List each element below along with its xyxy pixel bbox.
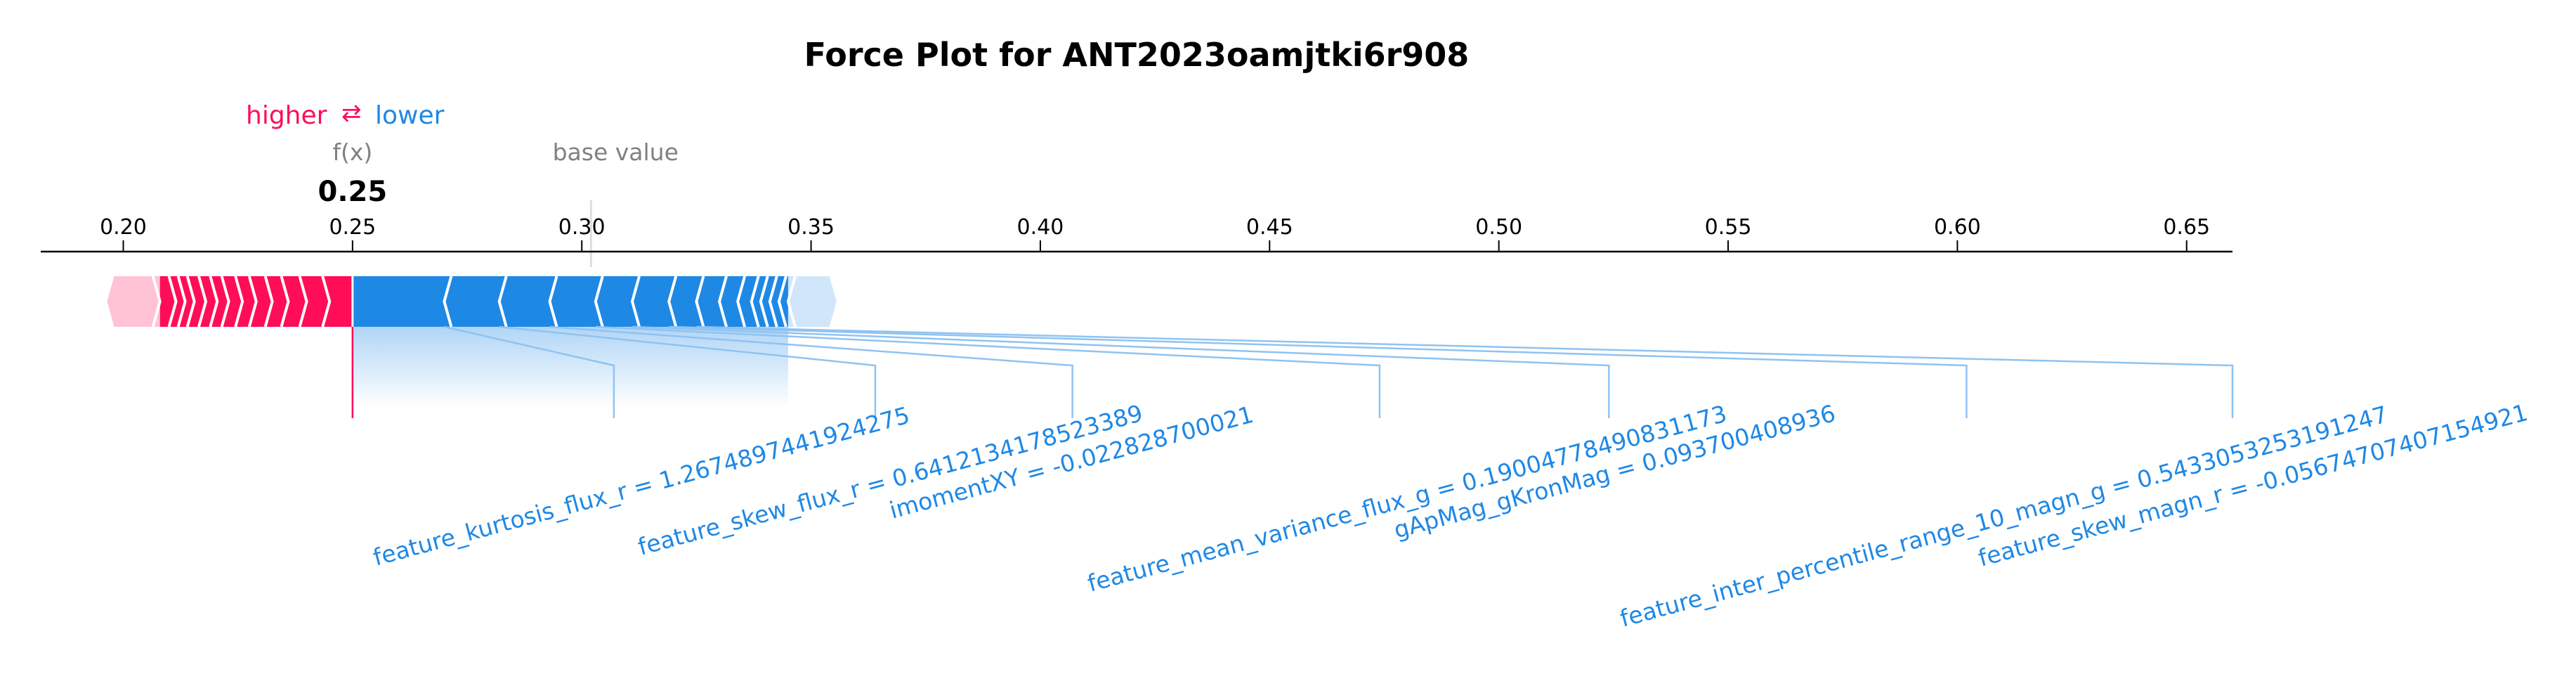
negative-segment-divider bbox=[594, 276, 604, 328]
positive-segment-divider bbox=[197, 276, 208, 328]
negative-segment-divider bbox=[736, 276, 747, 328]
positive-segment-divider bbox=[176, 276, 187, 328]
positive-faded-tail bbox=[107, 276, 160, 327]
positive-segment-divider bbox=[209, 276, 219, 328]
negative-segment-divider bbox=[777, 276, 787, 328]
negative-segment-divider bbox=[548, 276, 558, 328]
tick-label: 0.65 bbox=[2163, 215, 2210, 240]
feature-connector bbox=[696, 325, 2234, 418]
feature-connector bbox=[549, 325, 1073, 418]
legend: higher ⇄ lower bbox=[246, 99, 445, 130]
feature-labels: feature_kurtosis_flux_r = 1.267489744192… bbox=[370, 398, 2530, 633]
negative-bar bbox=[352, 276, 788, 327]
x-axis: 0.20 0.25 0.30 0.35 0.40 0.45 0.50 0.55 0.60 0.65 bbox=[41, 215, 2232, 253]
tick-label: 0.25 bbox=[329, 215, 376, 240]
tick-label: 0.35 bbox=[787, 215, 835, 240]
force-bars bbox=[107, 276, 837, 418]
negative-segment-divider bbox=[443, 276, 453, 328]
chart-title: Force Plot for ANT2023oamjtki6r908 bbox=[804, 36, 1470, 74]
negative-segment-divider bbox=[786, 276, 797, 328]
feature-connector bbox=[669, 325, 1968, 418]
positive-segment-divider bbox=[151, 276, 162, 328]
negative-segment-divider bbox=[667, 276, 678, 328]
tick-label: 0.40 bbox=[1017, 215, 1064, 240]
tick-label: 0.55 bbox=[1705, 215, 1752, 240]
feature-connector bbox=[595, 325, 1381, 418]
positive-segment-divider bbox=[263, 276, 274, 328]
base-value-label: base value bbox=[553, 138, 679, 166]
feature-connector bbox=[632, 325, 1610, 418]
negative-segment-divider bbox=[768, 276, 778, 328]
negative-segment-divider bbox=[630, 276, 641, 328]
tick-label: 0.30 bbox=[558, 215, 606, 240]
fx-label: f(x) bbox=[332, 138, 372, 166]
positive-segment-divider bbox=[247, 276, 258, 328]
fx-value: 0.25 bbox=[318, 176, 387, 208]
legend-higher-label: higher bbox=[246, 101, 327, 130]
negative-segment-divider bbox=[750, 276, 760, 328]
feature-connector bbox=[444, 325, 615, 418]
tick-label: 0.60 bbox=[1934, 215, 1981, 240]
negative-segment-divider bbox=[695, 276, 705, 328]
negative-faded-tail bbox=[787, 276, 837, 327]
tick-label: 0.45 bbox=[1246, 215, 1293, 240]
tick-label: 0.20 bbox=[100, 215, 147, 240]
negative-segment-divider bbox=[497, 276, 508, 328]
tick-label: 0.50 bbox=[1475, 215, 1522, 240]
feature-connector bbox=[499, 325, 877, 418]
feature-connectors bbox=[444, 325, 2234, 418]
negative-fade-area bbox=[352, 327, 788, 408]
positive-segment-divider bbox=[185, 276, 196, 328]
positive-segment-divider bbox=[234, 276, 244, 328]
negative-segment-divider bbox=[759, 276, 769, 328]
positive-segment-divider bbox=[220, 276, 230, 328]
positive-segment-divider bbox=[321, 276, 332, 328]
legend-swap-arrow: ⇄ bbox=[341, 99, 362, 127]
positive-segment-divider bbox=[280, 276, 290, 328]
negative-segment-divider bbox=[717, 276, 728, 328]
legend-lower-label: lower bbox=[375, 101, 445, 130]
positive-segment-divider bbox=[298, 276, 308, 328]
positive-segment-divider bbox=[167, 276, 178, 328]
feature-label: feature_skew_magn_r = -0.056747074071549… bbox=[1975, 398, 2530, 572]
